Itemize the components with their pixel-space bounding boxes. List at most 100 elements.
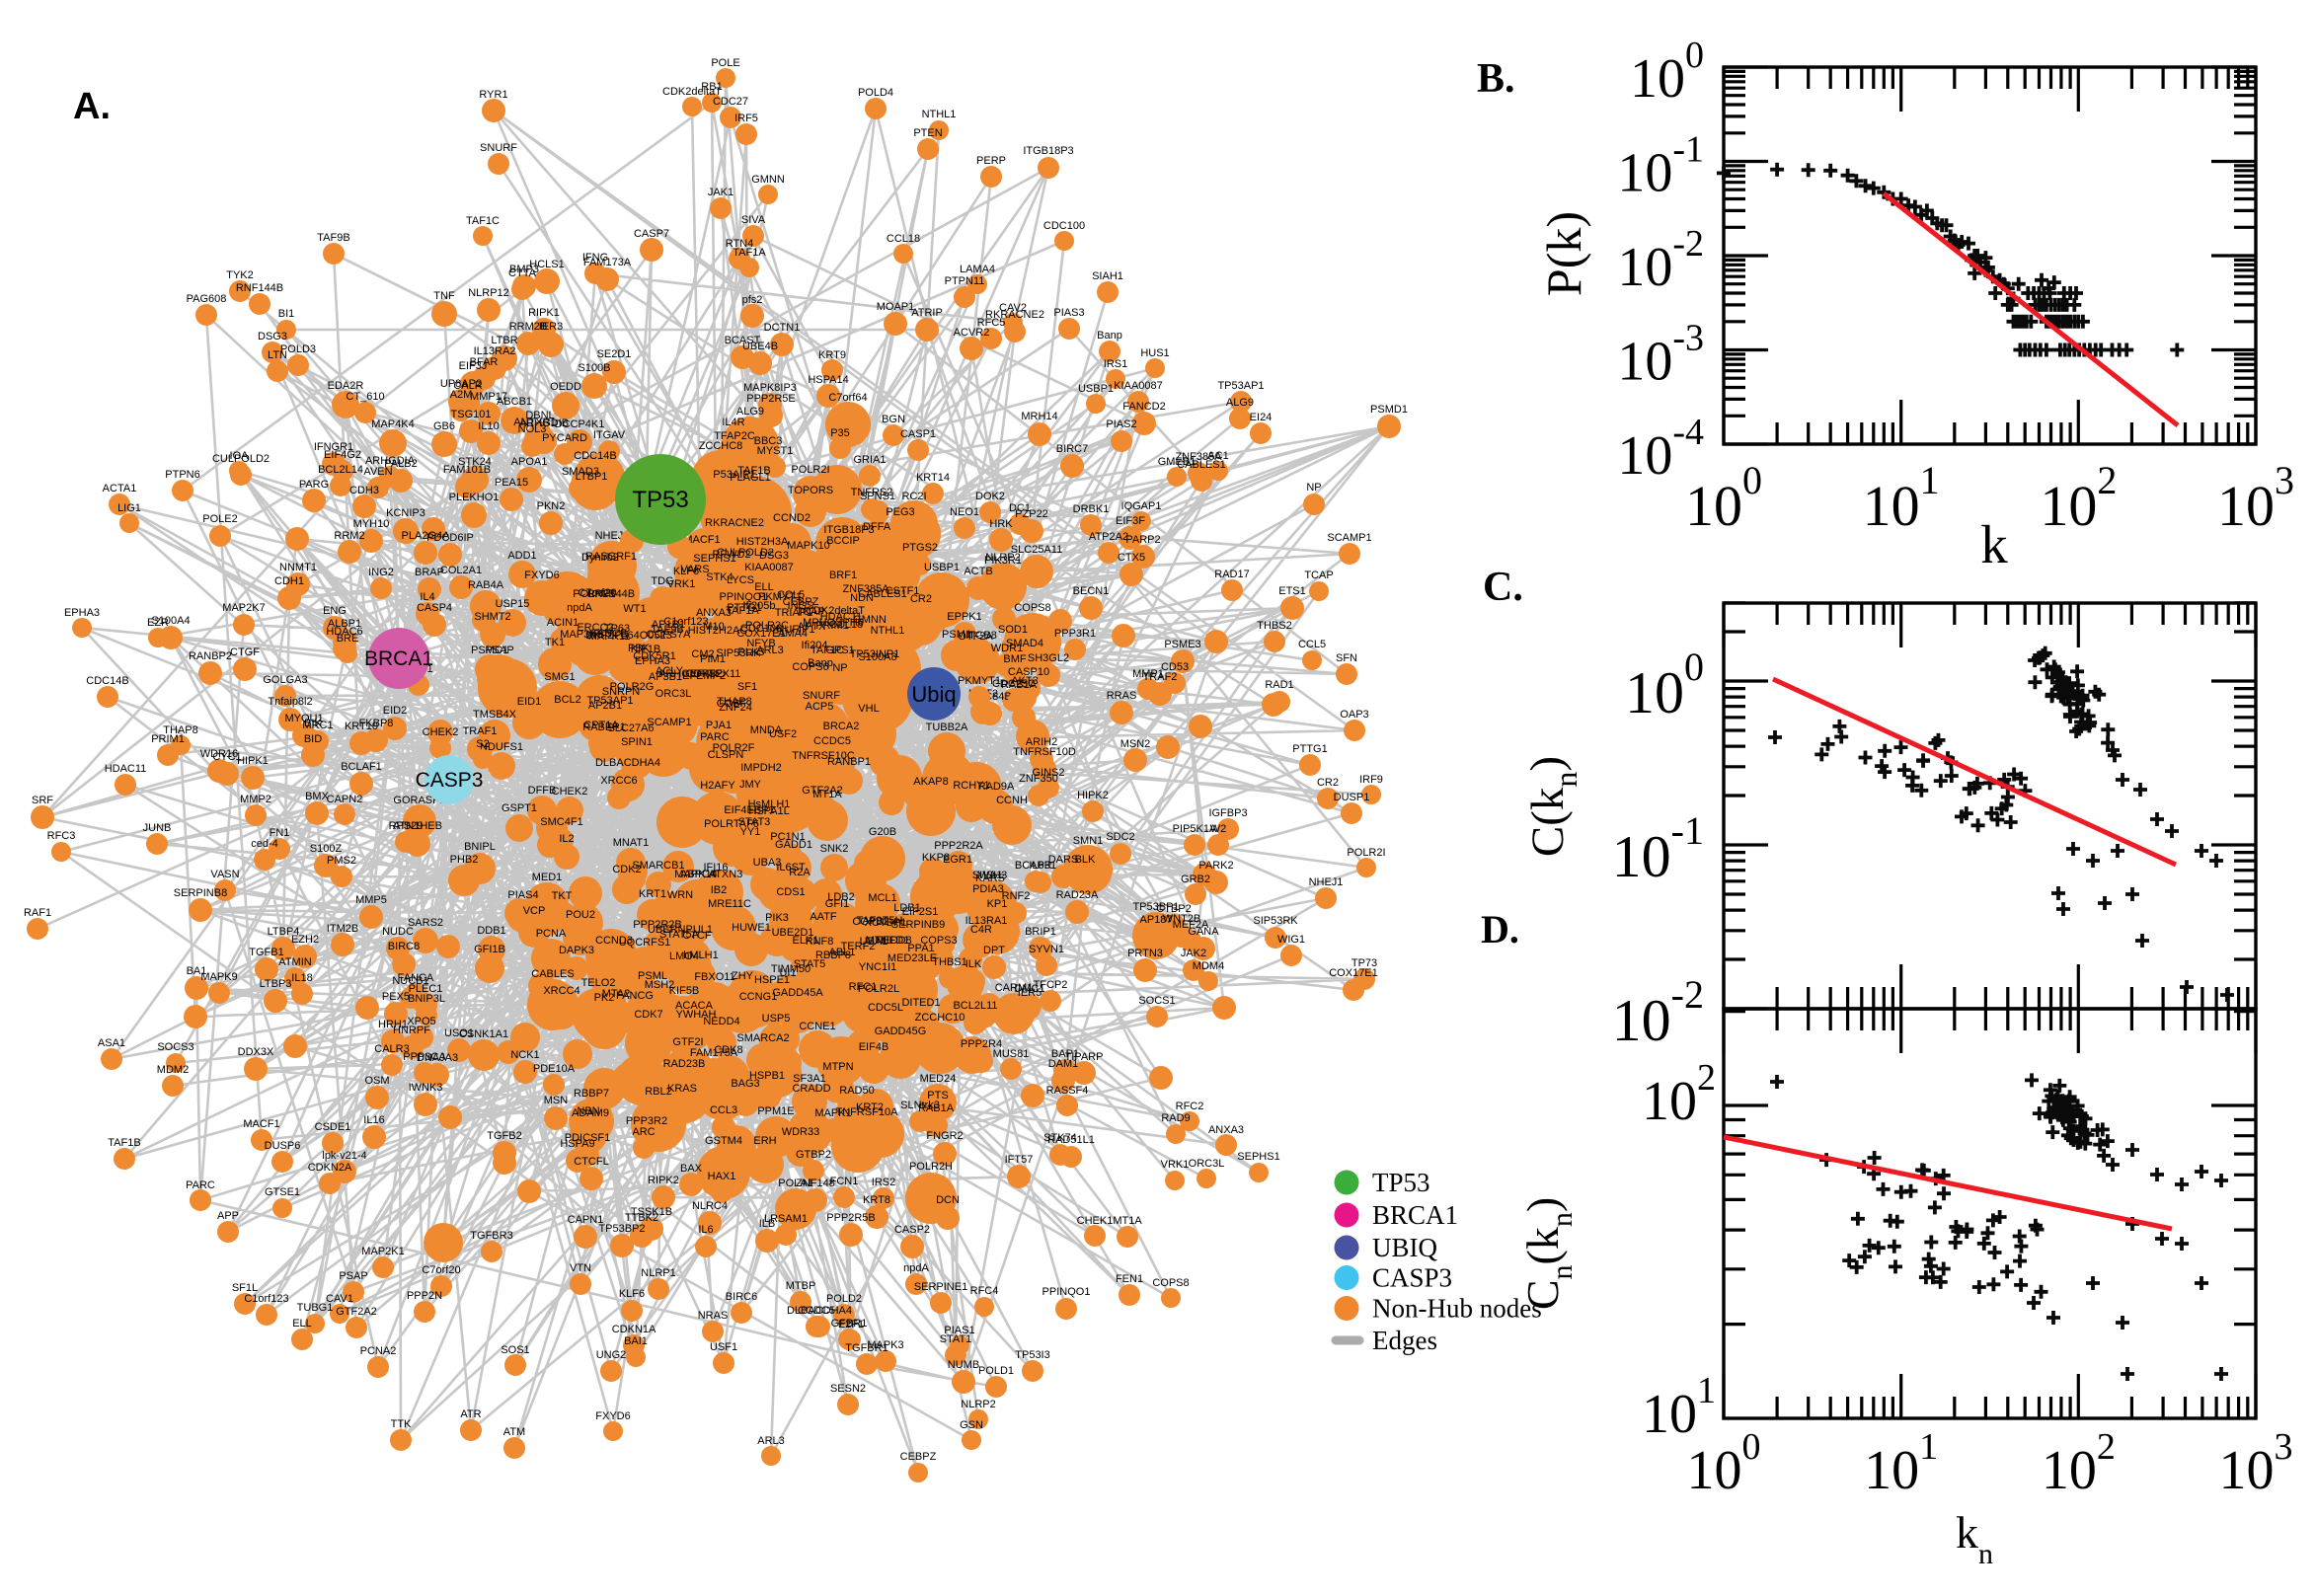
svg-text:FXYD6: FXYD6 bbox=[595, 1410, 630, 1422]
svg-text:LTBP4: LTBP4 bbox=[268, 926, 300, 938]
svg-text:IL10: IL10 bbox=[478, 420, 499, 432]
svg-text:TP53: TP53 bbox=[1372, 1168, 1430, 1197]
svg-text:NLRP2: NLRP2 bbox=[985, 552, 1020, 564]
svg-text:MSN2: MSN2 bbox=[1120, 738, 1151, 750]
svg-text:SEPHS1: SEPHS1 bbox=[693, 553, 735, 565]
svg-text:BGN: BGN bbox=[882, 414, 905, 425]
svg-text:ACVR2: ACVR2 bbox=[954, 327, 990, 339]
svg-text:RAB4A: RAB4A bbox=[468, 579, 504, 591]
svg-text:VRK1: VRK1 bbox=[667, 578, 696, 590]
svg-text:LTBP3: LTBP3 bbox=[260, 978, 292, 990]
svg-text:CAPN1: CAPN1 bbox=[568, 1214, 604, 1226]
svg-text:TGFB1: TGFB1 bbox=[249, 947, 283, 958]
svg-text:SOD1: SOD1 bbox=[998, 624, 1028, 636]
svg-text:TP53I3: TP53I3 bbox=[1015, 1349, 1049, 1361]
svg-text:CSDE1: CSDE1 bbox=[315, 1121, 351, 1133]
svg-text:DDX3X: DDX3X bbox=[238, 1046, 274, 1058]
svg-text:PZP22: PZP22 bbox=[1015, 508, 1048, 520]
svg-text:CHEK1: CHEK1 bbox=[1077, 1215, 1114, 1227]
svg-text:MMP1: MMP1 bbox=[1132, 668, 1164, 680]
svg-text:BRIP1: BRIP1 bbox=[1025, 926, 1056, 938]
svg-text:INGS: INGS bbox=[788, 600, 814, 612]
svg-text:CDS1: CDS1 bbox=[776, 886, 805, 898]
svg-text:DMC1: DMC1 bbox=[1014, 983, 1044, 995]
svg-text:MDM2: MDM2 bbox=[157, 1064, 189, 1076]
svg-text:DSG3: DSG3 bbox=[258, 331, 287, 342]
svg-text:MAPK3: MAPK3 bbox=[867, 1339, 903, 1351]
svg-text:ELL: ELL bbox=[754, 581, 774, 593]
svg-text:UBERNPUL1: UBERNPUL1 bbox=[648, 924, 713, 936]
svg-text:SNRPN: SNRPN bbox=[602, 686, 641, 698]
svg-text:CTCFL: CTCFL bbox=[574, 1156, 608, 1168]
svg-text:SYVN1: SYVN1 bbox=[1029, 944, 1064, 955]
svg-text:HsMLH1: HsMLH1 bbox=[748, 798, 791, 810]
svg-text:DAPK3: DAPK3 bbox=[559, 945, 594, 956]
svg-text:TRAF2: TRAF2 bbox=[1143, 671, 1178, 683]
svg-text:ORC3L: ORC3L bbox=[656, 688, 692, 700]
svg-text:SNURF: SNURF bbox=[480, 142, 517, 154]
svg-text:CDC5L: CDC5L bbox=[868, 1002, 903, 1014]
svg-text:POLR2G: POLR2G bbox=[610, 681, 655, 693]
svg-text:SFN: SFN bbox=[1336, 652, 1357, 664]
svg-text:BCLAF1: BCLAF1 bbox=[341, 761, 382, 773]
svg-text:EID2: EID2 bbox=[383, 705, 407, 717]
svg-text:XRCC4: XRCC4 bbox=[543, 985, 579, 997]
svg-text:HRH1: HRH1 bbox=[378, 1019, 408, 1030]
svg-text:GPS1: GPS1 bbox=[825, 645, 854, 656]
svg-text:FANCD2: FANCD2 bbox=[1122, 401, 1165, 413]
svg-text:ACTA1: ACTA1 bbox=[103, 483, 137, 494]
svg-text:HSPA14: HSPA14 bbox=[808, 374, 848, 386]
svg-text:NEO1: NEO1 bbox=[950, 506, 979, 518]
svg-text:TMSB4X: TMSB4X bbox=[473, 709, 517, 721]
svg-text:KKP8: KKP8 bbox=[922, 852, 950, 864]
svg-text:SPNS1: SPNS1 bbox=[860, 491, 895, 502]
svg-text:BCAP31: BCAP31 bbox=[1015, 860, 1056, 872]
svg-text:EGR1: EGR1 bbox=[943, 854, 972, 866]
svg-text:ZNF385A: ZNF385A bbox=[1175, 451, 1222, 463]
svg-text:PDE10A: PDE10A bbox=[533, 1063, 576, 1075]
svg-text:COPS2: COPS2 bbox=[685, 668, 722, 680]
svg-text:GFI1B: GFI1B bbox=[474, 944, 505, 955]
svg-text:PLA2G4A: PLA2G4A bbox=[402, 530, 451, 542]
svg-text:RIPK2: RIPK2 bbox=[648, 1175, 679, 1186]
svg-text:NUCB1: NUCB1 bbox=[392, 975, 428, 987]
svg-text:NOL3: NOL3 bbox=[518, 423, 547, 435]
svg-text:BIK: BIK bbox=[304, 718, 322, 729]
svg-text:NLRP2: NLRP2 bbox=[961, 1399, 995, 1410]
svg-text:SERPINE1: SERPINE1 bbox=[914, 1281, 967, 1293]
svg-text:XRCC6: XRCC6 bbox=[600, 775, 637, 787]
svg-text:PKN2: PKN2 bbox=[537, 500, 566, 512]
svg-text:PDIA3: PDIA3 bbox=[972, 883, 1004, 895]
svg-text:PTTG1: PTTG1 bbox=[1292, 743, 1327, 755]
svg-text:IRF9: IRF9 bbox=[1359, 774, 1383, 786]
svg-text:BFAR: BFAR bbox=[470, 356, 499, 368]
svg-text:SEPHS1: SEPHS1 bbox=[1237, 1151, 1279, 1163]
svg-text:RAD17: RAD17 bbox=[1214, 569, 1249, 580]
svg-text:DUSP6: DUSP6 bbox=[265, 1140, 301, 1152]
svg-text:SOS1: SOS1 bbox=[501, 1344, 529, 1356]
svg-text:STAT3: STAT3 bbox=[738, 816, 771, 828]
svg-text:CDC14B: CDC14B bbox=[86, 675, 128, 687]
svg-text:MED24: MED24 bbox=[920, 1073, 957, 1085]
svg-text:CCND3: CCND3 bbox=[595, 935, 633, 947]
svg-text:PIK3: PIK3 bbox=[765, 912, 789, 924]
svg-text:IMPDH2: IMPDH2 bbox=[740, 762, 782, 774]
svg-text:NUMB: NUMB bbox=[948, 1359, 979, 1371]
svg-text:MTHFD1: MTHFD1 bbox=[866, 935, 910, 947]
svg-text:EPHA3: EPHA3 bbox=[64, 607, 100, 619]
svg-text:PIAS4: PIAS4 bbox=[507, 889, 538, 901]
svg-text:PEA15: PEA15 bbox=[495, 477, 528, 489]
svg-text:ANXA3: ANXA3 bbox=[1208, 1124, 1244, 1136]
svg-text:CR2: CR2 bbox=[910, 593, 932, 605]
svg-text:OTF2A: OTF2A bbox=[958, 631, 993, 643]
svg-text:AP3B1: AP3B1 bbox=[649, 671, 682, 683]
svg-text:C7orf20: C7orf20 bbox=[578, 587, 616, 599]
svg-text:PTTG1: PTTG1 bbox=[727, 602, 761, 614]
svg-text:ARL3: ARL3 bbox=[756, 645, 784, 656]
svg-text:CDKN2A: CDKN2A bbox=[308, 1162, 352, 1174]
svg-text:ABCB1: ABCB1 bbox=[497, 396, 532, 408]
svg-text:RASGRF1: RASGRF1 bbox=[585, 551, 637, 563]
svg-text:RAD51L1: RAD51L1 bbox=[1047, 1134, 1095, 1146]
svg-text:C4R: C4R bbox=[970, 924, 992, 936]
svg-text:IFNGR1: IFNGR1 bbox=[314, 441, 353, 453]
